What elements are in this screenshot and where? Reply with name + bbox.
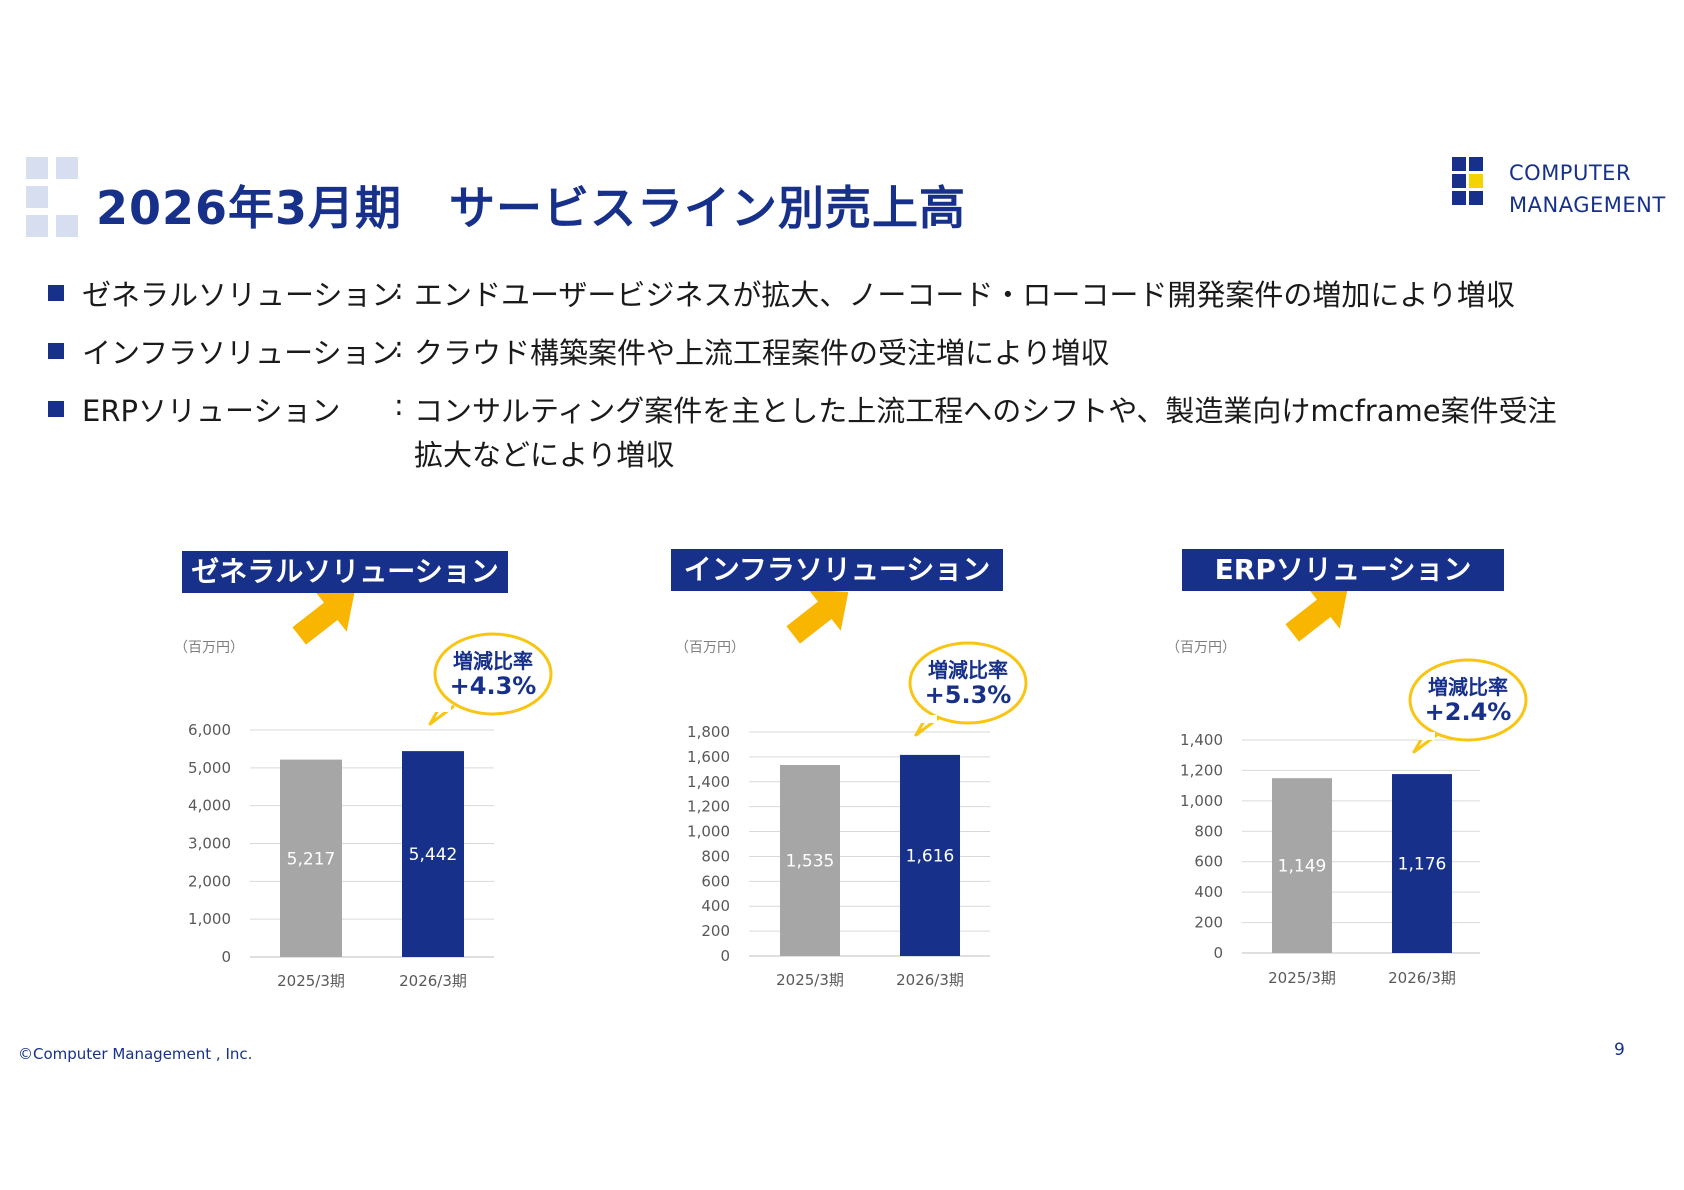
x-category-label: 2026/3期 bbox=[1388, 969, 1456, 987]
bullet-text-continued: 拡大などにより増収 bbox=[414, 438, 675, 472]
bullet-colon: : bbox=[394, 388, 404, 422]
y-tick-label: 1,800 bbox=[687, 723, 730, 741]
arrow-shape bbox=[786, 589, 849, 644]
growth-value: +5.3% bbox=[925, 681, 1012, 709]
bar-value-label: 5,442 bbox=[409, 845, 458, 865]
y-tick-label: 1,400 bbox=[1180, 731, 1223, 749]
y-tick-label: 200 bbox=[1194, 914, 1223, 932]
y-tick-label: 3,000 bbox=[188, 835, 231, 853]
y-tick-label: 1,200 bbox=[1180, 761, 1223, 779]
growth-value: +2.4% bbox=[1425, 698, 1512, 726]
y-tick-label: 0 bbox=[720, 947, 730, 965]
growth-bubble bbox=[433, 632, 553, 716]
logo-line2: MANAGEMENT bbox=[1509, 193, 1666, 217]
bullet-label: ゼネラルソリューション bbox=[82, 278, 401, 312]
bar-value-label: 5,217 bbox=[287, 849, 336, 869]
bar-current-year bbox=[900, 754, 960, 956]
y-tick-label: 0 bbox=[221, 948, 231, 966]
unit-label: （百万円） bbox=[1166, 640, 1236, 656]
bar-value-label: 1,149 bbox=[1278, 857, 1327, 877]
bar-prev-year bbox=[780, 764, 840, 956]
y-tick-label: 1,000 bbox=[1180, 792, 1223, 810]
bullet-label: インフラソリューション bbox=[82, 336, 400, 370]
title-decoration bbox=[26, 157, 82, 237]
growth-label: 増減比率 bbox=[928, 658, 1008, 682]
x-category-label: 2025/3期 bbox=[1268, 969, 1336, 987]
growth-arrow-icon bbox=[292, 590, 355, 645]
bullet-colon: : bbox=[394, 272, 404, 306]
bubble-tail-mask bbox=[1419, 732, 1435, 740]
y-tick-label: 600 bbox=[1194, 853, 1223, 871]
growth-bubble bbox=[908, 641, 1028, 725]
bullet-text: エンドユーザービジネスが拡大、ノーコード・ローコード開発案件の増加により増収 bbox=[414, 278, 1515, 312]
y-tick-label: 800 bbox=[1194, 822, 1223, 840]
x-category-label: 2025/3期 bbox=[277, 972, 345, 990]
bullet-label: ERPソリューション bbox=[82, 394, 341, 428]
x-category-label: 2025/3期 bbox=[776, 971, 844, 989]
bar-current-year bbox=[402, 751, 464, 957]
bar-current-year bbox=[1392, 774, 1452, 953]
y-tick-label: 600 bbox=[701, 872, 730, 890]
growth-value: +4.3% bbox=[450, 672, 537, 700]
bar-prev-year bbox=[1272, 778, 1332, 953]
copyright: ©Computer Management , Inc. bbox=[18, 1045, 253, 1063]
chart-title-box: インフラソリューション bbox=[671, 549, 1003, 591]
y-tick-label: 1,000 bbox=[687, 823, 730, 841]
growth-label: 増減比率 bbox=[453, 649, 533, 673]
y-tick-label: 4,000 bbox=[188, 797, 231, 815]
logo-mark-icon bbox=[1452, 157, 1500, 209]
y-tick-label: 400 bbox=[701, 897, 730, 915]
y-tick-label: 1,400 bbox=[687, 773, 730, 791]
unit-label: （百万円） bbox=[675, 640, 745, 656]
y-tick-label: 2,000 bbox=[188, 872, 231, 890]
y-tick-label: 6,000 bbox=[188, 721, 231, 739]
growth-arrow-icon bbox=[786, 589, 849, 644]
bar-value-label: 1,176 bbox=[1398, 855, 1447, 875]
y-tick-label: 400 bbox=[1194, 883, 1223, 901]
y-tick-label: 1,600 bbox=[687, 748, 730, 766]
bullet-square-icon bbox=[48, 285, 64, 301]
bullet-text: コンサルティング案件を主とした上流工程へのシフトや、製造業向けmcframe案件… bbox=[414, 394, 1557, 428]
y-tick-label: 5,000 bbox=[188, 759, 231, 777]
chart-title-box: ERPソリューション bbox=[1182, 549, 1504, 591]
logo-line1: COMPUTER bbox=[1509, 161, 1632, 185]
bullet-square-icon bbox=[48, 401, 64, 417]
x-category-label: 2026/3期 bbox=[399, 972, 467, 990]
bar-value-label: 1,535 bbox=[786, 851, 835, 871]
y-tick-label: 200 bbox=[701, 922, 730, 940]
page-title: 2026年3月期 サービスライン別売上高 bbox=[96, 181, 967, 235]
x-category-label: 2026/3期 bbox=[896, 971, 964, 989]
growth-bubble bbox=[1408, 658, 1528, 742]
y-tick-label: 1,200 bbox=[687, 798, 730, 816]
bubble-tail-mask bbox=[435, 704, 451, 712]
y-tick-label: 0 bbox=[1213, 944, 1223, 962]
bullet-text: クラウド構築案件や上流工程案件の受注増により増収 bbox=[414, 336, 1110, 370]
bar-prev-year bbox=[280, 759, 342, 957]
bubble-tail-mask bbox=[921, 715, 937, 723]
unit-label: （百万円） bbox=[174, 640, 244, 656]
growth-label: 増減比率 bbox=[1428, 675, 1508, 699]
arrow-shape bbox=[1285, 587, 1348, 642]
page-number: 9 bbox=[1614, 1040, 1625, 1060]
y-tick-label: 800 bbox=[701, 847, 730, 865]
bar-value-label: 1,616 bbox=[906, 846, 955, 866]
growth-arrow-icon bbox=[1285, 587, 1348, 642]
arrow-shape bbox=[292, 590, 355, 645]
bullet-colon: : bbox=[394, 330, 404, 364]
y-tick-label: 1,000 bbox=[188, 910, 231, 928]
chart-title-box: ゼネラルソリューション bbox=[182, 551, 508, 593]
bullet-square-icon bbox=[48, 343, 64, 359]
